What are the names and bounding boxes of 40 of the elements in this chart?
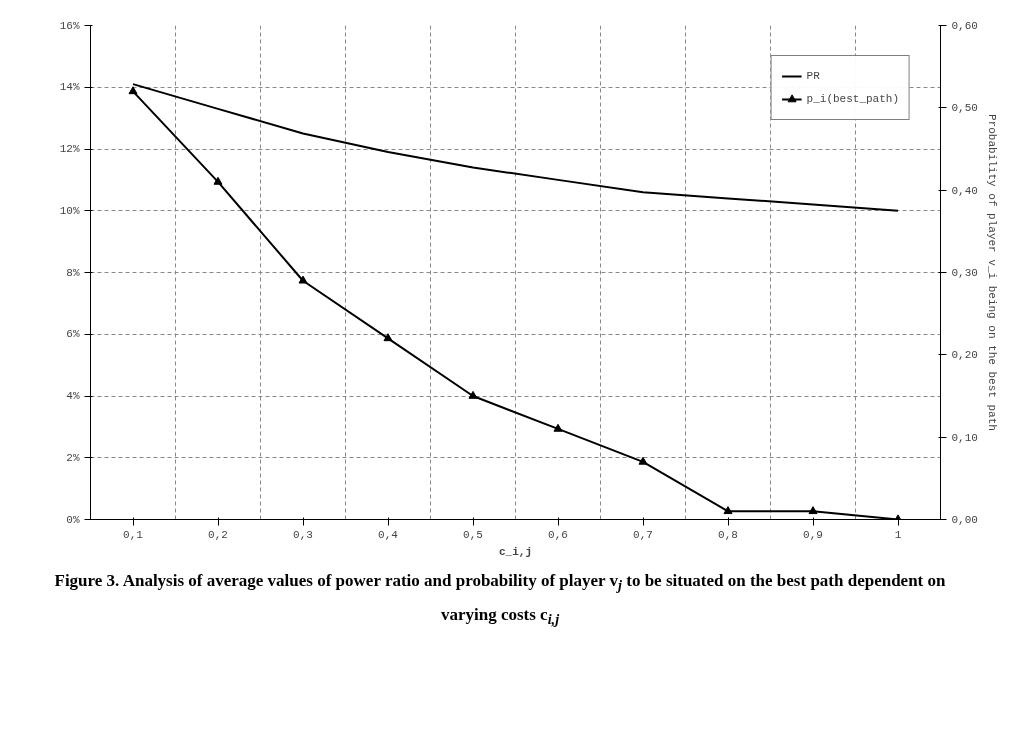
- y2-tick-label: 0,20: [951, 349, 978, 362]
- y-tick-label: 6%: [66, 328, 80, 341]
- y-tick-label: 14%: [59, 81, 80, 94]
- point: [553, 423, 563, 432]
- x-tick-label: 0,5: [463, 528, 483, 541]
- x-tick-label: 0,8: [718, 528, 738, 541]
- legend-label: p_i(best_path): [806, 93, 899, 105]
- y-tick-label: 12%: [59, 143, 80, 155]
- legend-label: PR: [806, 70, 821, 82]
- y-tick-label: 2%: [66, 451, 80, 464]
- x-tick-label: 0,3: [293, 528, 313, 541]
- point: [213, 176, 223, 185]
- x-tick-label: 0,2: [208, 528, 228, 541]
- x-tick-label: 1: [894, 528, 902, 541]
- x-axis-title: c_i,j: [499, 545, 533, 558]
- x-tick-label: 0,7: [633, 528, 653, 541]
- y2-tick-label: 0,10: [951, 431, 978, 444]
- y-tick-label: 4%: [66, 390, 80, 402]
- y-tick-label: 0%: [66, 513, 80, 526]
- y2-tick-label: 0,50: [951, 102, 978, 115]
- x-tick-label: 0,6: [548, 528, 568, 541]
- y-tick-label: 8%: [66, 266, 80, 279]
- point: [383, 333, 393, 342]
- x-tick-label: 0,4: [378, 528, 399, 541]
- y2-tick-label: 0,40: [951, 184, 978, 197]
- point: [808, 506, 818, 515]
- point: [638, 456, 648, 465]
- point: [298, 275, 308, 284]
- point: [128, 86, 138, 95]
- y-tick-label: 10%: [59, 204, 80, 217]
- x-tick-label: 0,1: [123, 528, 144, 541]
- y-tick-label: 16%: [59, 19, 80, 32]
- point: [723, 506, 733, 515]
- y2-tick-label: 0,60: [951, 20, 978, 32]
- point: [468, 390, 478, 399]
- y2-tick-label: 0,30: [951, 267, 978, 279]
- chart-title: Figure 3. Analysis of average values of power ratio and probability of player v$_{j}$ to be situated on the best path dependent on varying costs c$_{i,j}$: [54, 571, 946, 628]
- y2-tick-label: 0,00: [951, 514, 978, 526]
- y2-axis-title: Probability of player v_i being on the best path: [985, 114, 998, 431]
- x-tick-label: 0,9: [803, 528, 823, 541]
